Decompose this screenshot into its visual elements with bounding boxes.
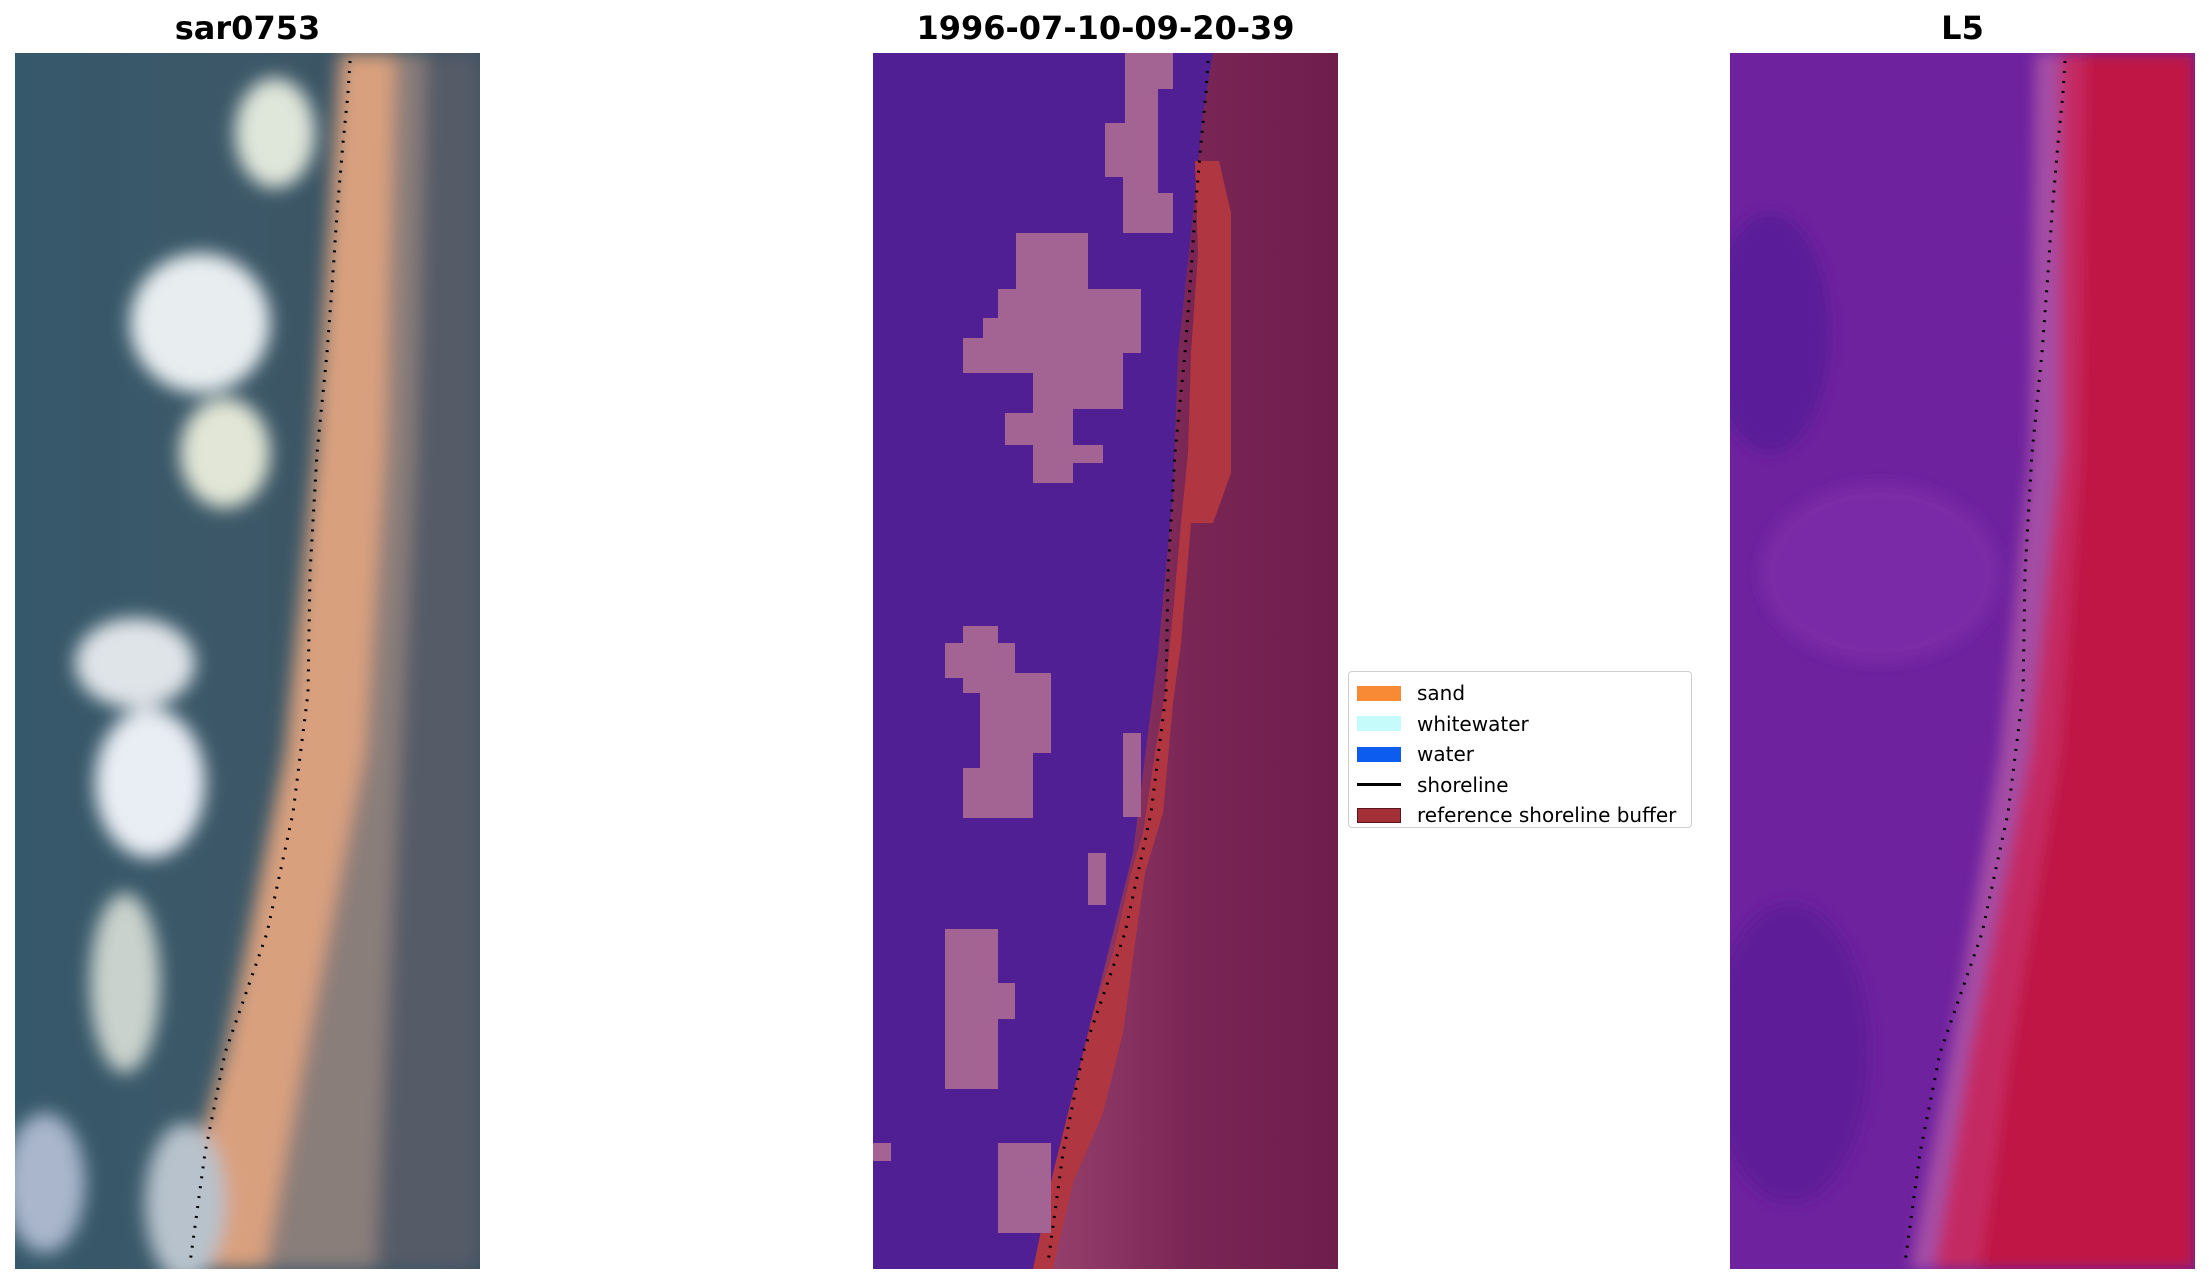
whitewater-swatch: [1357, 716, 1401, 732]
legend-label: sand: [1417, 681, 1466, 706]
legend-item-water: water: [1357, 739, 1683, 770]
legend-label: reference shoreline buffer: [1417, 803, 1677, 828]
legend-label: whitewater: [1417, 711, 1529, 736]
legend-label: shoreline: [1417, 772, 1509, 797]
classified-image: [873, 53, 1338, 1269]
index-image-panel: [1730, 53, 2195, 1269]
rgb-image-panel: [15, 53, 480, 1269]
legend: sand whitewater water shoreline referenc…: [1348, 671, 1692, 828]
rgb-image: [15, 53, 480, 1269]
legend-item-shoreline: shoreline: [1357, 770, 1683, 801]
shoreline-swatch: [1357, 783, 1401, 787]
legend-label: water: [1417, 742, 1474, 767]
water-swatch: [1357, 746, 1401, 762]
sand-swatch: [1357, 685, 1401, 701]
title-rgb: sar0753: [174, 9, 321, 47]
legend-item-whitewater: whitewater: [1357, 709, 1683, 740]
classified-image-panel: [873, 53, 1338, 1269]
title-index: L5: [1941, 9, 1984, 47]
title-classified: 1996-07-10-09-20-39: [916, 9, 1295, 47]
legend-item-buffer: reference shoreline buffer: [1357, 800, 1683, 831]
legend-item-sand: sand: [1357, 678, 1683, 709]
index-image: [1730, 53, 2195, 1269]
buffer-swatch: [1357, 807, 1401, 823]
